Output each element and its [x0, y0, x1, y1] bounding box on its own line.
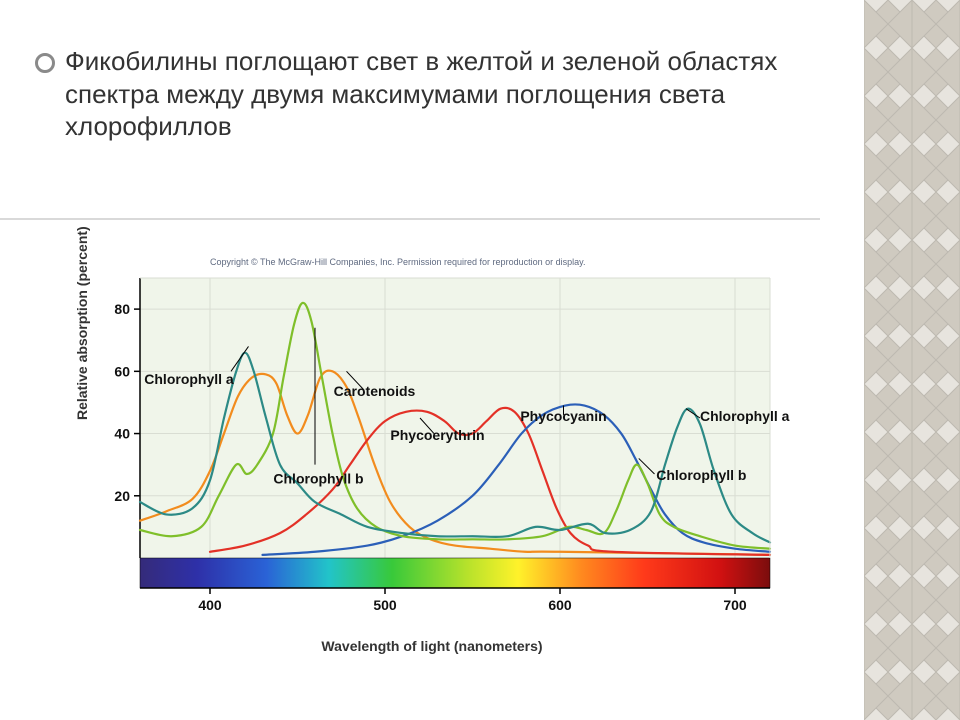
- slide-page: Фикобилины поглощают свет в желтой и зел…: [0, 0, 960, 720]
- svg-text:40: 40: [114, 426, 130, 442]
- divider: [0, 218, 820, 220]
- svg-text:Carotenoids: Carotenoids: [334, 383, 416, 399]
- bullet-text: Фикобилины поглощают свет в желтой и зел…: [65, 45, 825, 143]
- bullet-block: Фикобилины поглощают свет в желтой и зел…: [65, 45, 825, 143]
- svg-text:Chlorophyll b: Chlorophyll b: [273, 470, 363, 486]
- svg-text:500: 500: [373, 597, 397, 613]
- svg-text:400: 400: [198, 597, 222, 613]
- slide-content: Фикобилины поглощают свет в желтой и зел…: [0, 0, 864, 720]
- svg-text:Chlorophyll a: Chlorophyll a: [144, 371, 234, 387]
- svg-text:20: 20: [114, 488, 130, 504]
- chart-canvas: 20 40 60 80 400 500 600 700 Chlorophyll b Chlorop…: [70, 268, 790, 638]
- svg-text:60: 60: [114, 363, 130, 379]
- bullet-ring-icon: [35, 53, 55, 73]
- svg-text:600: 600: [548, 597, 572, 613]
- figure-copyright: Copyright © The McGraw-Hill Companies, I…: [210, 257, 585, 267]
- svg-text:700: 700: [723, 597, 747, 613]
- x-axis-title: Wavelength of light (nanometers): [0, 638, 864, 654]
- svg-text:Phycoerythrin: Phycoerythrin: [390, 427, 484, 443]
- slide-sidebar: [864, 0, 960, 720]
- svg-text:Chlorophyll b: Chlorophyll b: [656, 467, 746, 483]
- svg-text:Chlorophyll a: Chlorophyll a: [700, 408, 790, 424]
- svg-text:Phycocyanin: Phycocyanin: [520, 408, 606, 424]
- absorption-chart: 20 40 60 80 400 500 600 700 Chlorophyll b Chlorop…: [70, 268, 790, 688]
- sidebar-pattern: [864, 0, 960, 720]
- svg-text:80: 80: [114, 301, 130, 317]
